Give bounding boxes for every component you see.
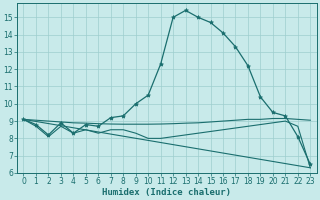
X-axis label: Humidex (Indice chaleur): Humidex (Indice chaleur) [102, 188, 231, 197]
